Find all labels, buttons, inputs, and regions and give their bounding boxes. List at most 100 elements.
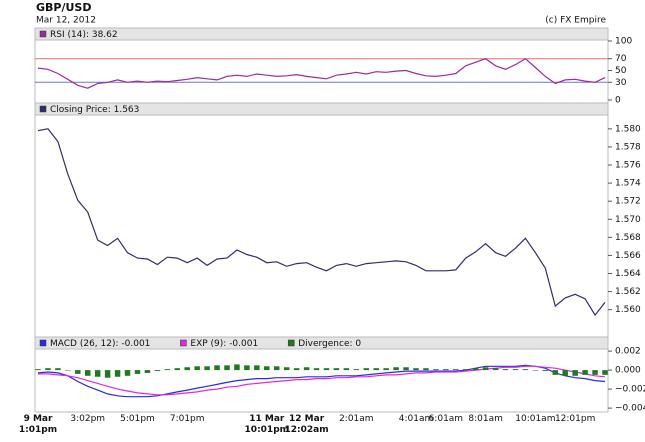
- legend-label: RSI (14): 38.62: [50, 30, 118, 40]
- line: [38, 365, 606, 396]
- line: [37, 57, 606, 89]
- legend-swatch: [39, 105, 47, 113]
- x-tick-label: 6:01am: [428, 414, 464, 424]
- line: [37, 128, 606, 317]
- bar: [174, 368, 180, 371]
- legend-swatch: [287, 339, 295, 347]
- panel-header: [34, 27, 609, 41]
- bar: [104, 370, 111, 378]
- bar: [283, 367, 290, 371]
- x-tick-label: 12:01pm: [554, 414, 596, 424]
- bar: [582, 370, 588, 375]
- y-tick-label: 0.000: [615, 366, 641, 376]
- credit: (c) FX Empire: [545, 16, 606, 26]
- bar: [45, 368, 51, 371]
- y-tick-label: 1.566: [615, 251, 641, 261]
- bar: [433, 369, 439, 371]
- x-tick-label: 7:01pm: [169, 414, 205, 424]
- bar: [244, 365, 250, 371]
- bar: [224, 365, 230, 371]
- panel: [34, 102, 609, 338]
- y-tick-label: 1.580: [615, 124, 641, 134]
- panel-header: [34, 102, 609, 116]
- x-tick-label: 11 Mar 10:01pm: [244, 414, 290, 435]
- legend-swatch: [39, 339, 47, 347]
- legend-label: MACD (26, 12): -0.001: [50, 339, 150, 349]
- bar: [552, 370, 558, 375]
- bar: [353, 369, 360, 371]
- bar: [363, 368, 369, 371]
- bar: [463, 369, 469, 371]
- bar: [114, 370, 121, 377]
- y-tick-label: 0.002: [615, 347, 641, 357]
- bar: [293, 368, 300, 371]
- legend-label: EXP (9): -0.001: [190, 339, 258, 349]
- x-tick-label: 2:01am: [339, 414, 374, 424]
- y-tick-label: 0: [615, 96, 621, 106]
- bar: [492, 368, 499, 371]
- bar: [85, 370, 91, 376]
- x-tick-label: 9 Mar 1:01pm: [18, 414, 58, 435]
- line: [37, 364, 606, 398]
- bar: [592, 370, 598, 375]
- bar: [35, 369, 41, 371]
- bar: [482, 367, 489, 371]
- x-tick-label: 5:01pm: [120, 414, 155, 424]
- bar: [333, 368, 340, 371]
- y-tick-label: 1.562: [615, 287, 641, 297]
- legend-label: Closing Price: 1.563: [50, 105, 139, 115]
- bar: [274, 366, 280, 371]
- y-tick-label: 1.564: [615, 269, 641, 279]
- bar: [453, 369, 459, 371]
- bar: [144, 370, 151, 373]
- bar: [55, 368, 61, 371]
- x-tick-label: 8:01am: [468, 414, 503, 424]
- bar: [343, 368, 350, 371]
- bar: [423, 368, 429, 371]
- bar: [413, 368, 419, 371]
- bar: [194, 366, 200, 371]
- bar: [393, 367, 399, 371]
- legend-label: Divergence: 0: [298, 339, 361, 349]
- bar: [214, 365, 220, 371]
- x-tick-label: 12 Mar 12:02am: [284, 414, 329, 435]
- bar: [313, 368, 320, 371]
- legend-swatch: [180, 339, 187, 347]
- panel-header: [34, 336, 609, 350]
- bar: [502, 369, 509, 371]
- y-tick-label: 1.570: [615, 215, 641, 225]
- bar: [542, 370, 549, 372]
- bar: [134, 370, 141, 374]
- bar: [403, 367, 409, 371]
- bar: [75, 370, 81, 374]
- bar: [323, 368, 330, 371]
- y-tick-label: 70: [615, 54, 627, 64]
- bar: [373, 368, 379, 371]
- y-tick-label: 100: [615, 37, 632, 47]
- bar: [94, 370, 101, 377]
- y-tick-label: 1.574: [615, 179, 641, 189]
- chart-title: GBP/USD: [36, 1, 91, 14]
- bar: [303, 367, 310, 371]
- bar: [154, 370, 161, 372]
- bar: [472, 368, 479, 371]
- bar: [124, 370, 131, 376]
- y-tick-label: 1.572: [615, 197, 641, 207]
- bar: [512, 369, 519, 371]
- y-tick-label: 1.578: [615, 142, 641, 152]
- legend-swatch: [39, 30, 47, 38]
- y-tick-label: 1.576: [615, 161, 641, 171]
- bar: [164, 369, 171, 371]
- x-tick-label: 3:02pm: [70, 414, 106, 424]
- bar: [532, 370, 539, 371]
- x-tick-label: 10:01am: [515, 414, 556, 424]
- x-tick-label: 4:01am: [398, 414, 434, 424]
- y-tick-label: 1.568: [615, 233, 641, 243]
- bar: [602, 370, 608, 375]
- bar: [204, 366, 210, 371]
- bar: [234, 364, 240, 371]
- bar: [65, 370, 71, 371]
- y-tick-label: −0.002: [615, 385, 645, 395]
- bar: [522, 369, 529, 371]
